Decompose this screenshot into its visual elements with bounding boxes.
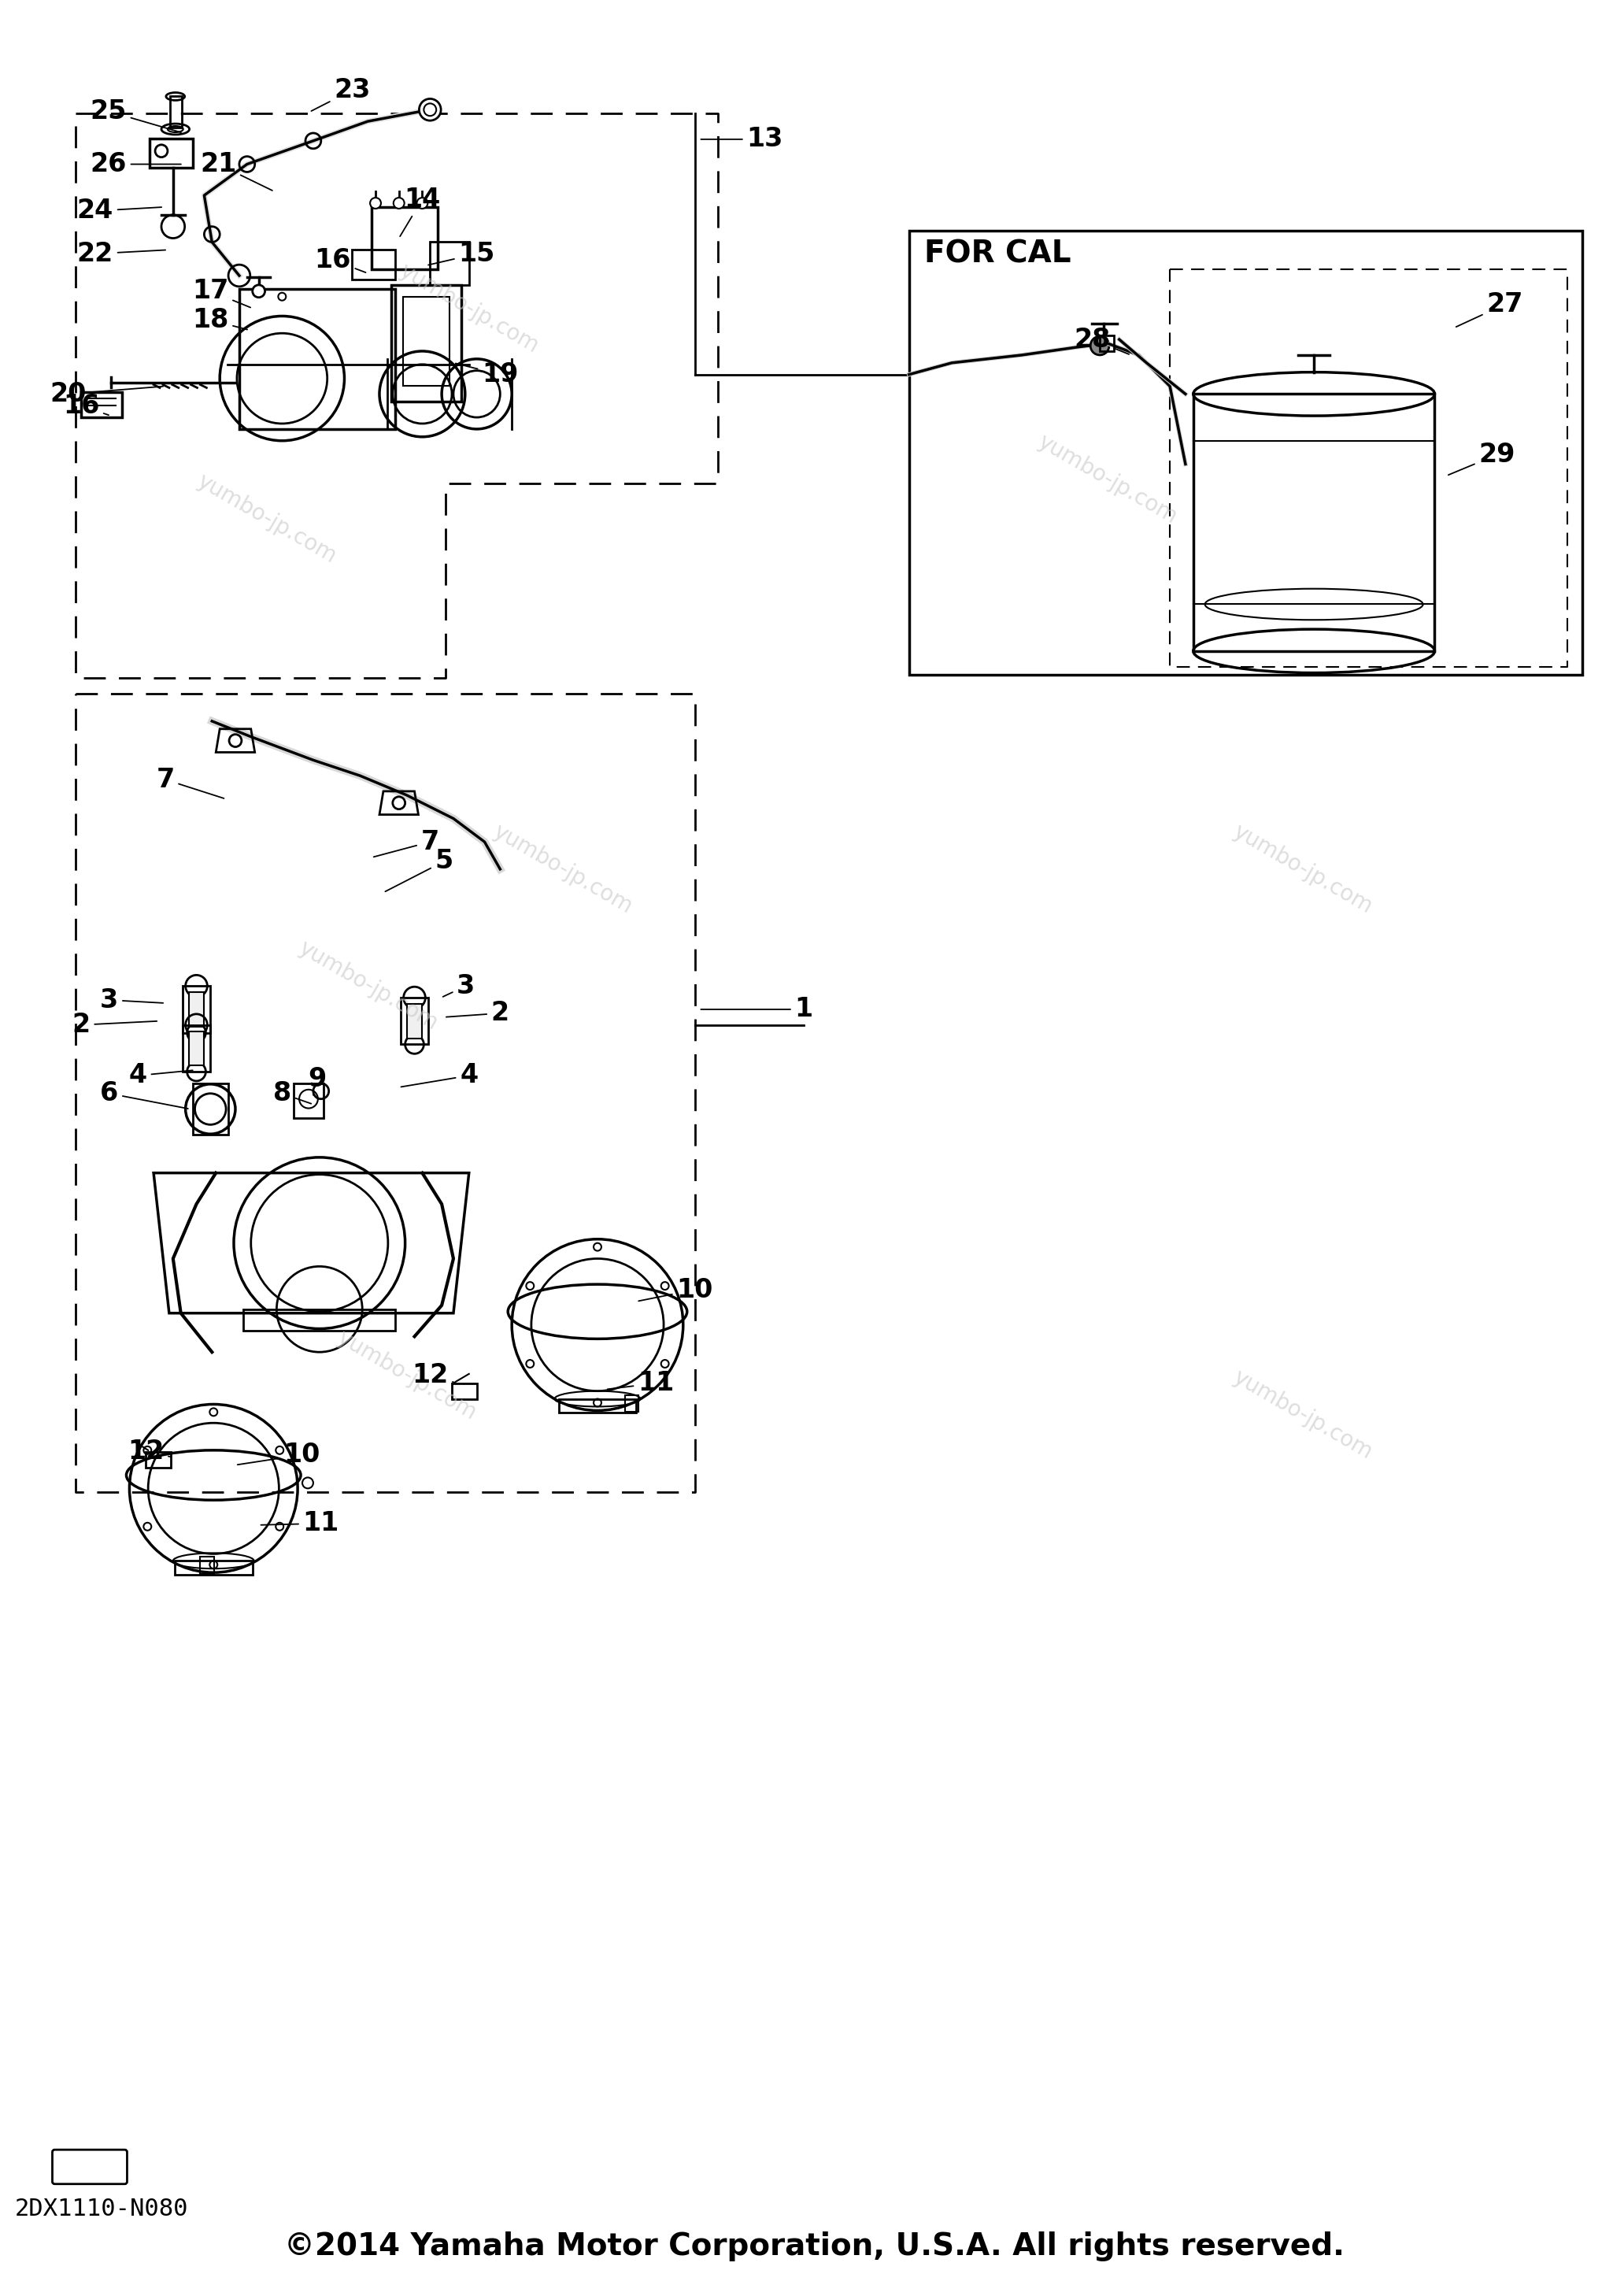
Bar <box>400 999 429 1045</box>
Text: 23: 23 <box>311 78 371 110</box>
FancyBboxPatch shape <box>52 2149 127 2183</box>
Text: FWD: FWD <box>61 2156 118 2179</box>
Bar <box>624 1396 639 1412</box>
Circle shape <box>416 197 427 209</box>
Text: yumbo-jp.com: yumbo-jp.com <box>294 937 442 1035</box>
Bar <box>558 1398 637 1412</box>
Bar <box>910 230 1582 675</box>
Text: FOR CAL: FOR CAL <box>924 239 1071 269</box>
Bar <box>431 241 469 285</box>
Text: 21: 21 <box>200 152 273 191</box>
Text: 11: 11 <box>261 1511 339 1536</box>
Text: 26: 26 <box>90 152 181 177</box>
Circle shape <box>392 797 405 808</box>
Text: 3: 3 <box>100 987 163 1013</box>
Text: 6: 6 <box>100 1081 189 1109</box>
Text: 14: 14 <box>400 186 440 236</box>
Text: 9: 9 <box>308 1065 326 1095</box>
Bar <box>192 1084 229 1134</box>
Text: 24: 24 <box>77 197 161 225</box>
Text: yumbo-jp.com: yumbo-jp.com <box>1229 1366 1376 1463</box>
Bar <box>352 250 395 280</box>
Text: 28: 28 <box>1074 326 1129 354</box>
Bar <box>182 1024 210 1072</box>
Text: 20: 20 <box>50 381 163 406</box>
Bar <box>452 1382 477 1398</box>
Text: 2: 2 <box>447 1001 510 1026</box>
Bar <box>371 207 437 269</box>
Text: 17: 17 <box>192 278 250 308</box>
Text: yumbo-jp.com: yumbo-jp.com <box>1229 820 1376 918</box>
Text: 2DX1110-N080: 2DX1110-N080 <box>15 2197 189 2220</box>
Bar <box>189 1031 205 1065</box>
Circle shape <box>369 197 381 209</box>
Bar <box>81 393 121 418</box>
Text: 4: 4 <box>402 1063 477 1088</box>
Bar <box>294 1084 323 1118</box>
Bar <box>174 1561 253 1575</box>
Text: 25: 25 <box>90 99 181 133</box>
Circle shape <box>229 735 242 746</box>
Text: 22: 22 <box>77 241 166 266</box>
Text: 3: 3 <box>444 974 474 999</box>
Bar <box>1194 395 1434 652</box>
Text: 4: 4 <box>129 1063 192 1088</box>
Text: 29: 29 <box>1448 441 1515 475</box>
Circle shape <box>1090 335 1110 356</box>
Circle shape <box>253 285 265 298</box>
Text: yumbo-jp.com: yumbo-jp.com <box>1034 432 1181 528</box>
Text: 7: 7 <box>156 767 224 799</box>
Text: 8: 8 <box>273 1081 311 1107</box>
Bar <box>244 1309 395 1332</box>
Text: 18: 18 <box>192 308 247 333</box>
Text: yumbo-jp.com: yumbo-jp.com <box>489 820 636 918</box>
Text: 13: 13 <box>702 126 784 152</box>
Bar <box>403 296 450 386</box>
Bar <box>189 992 205 1026</box>
Text: 5: 5 <box>386 847 453 891</box>
Text: 19: 19 <box>455 360 518 388</box>
Text: 10: 10 <box>237 1442 319 1467</box>
Text: yumbo-jp.com: yumbo-jp.com <box>334 1327 481 1424</box>
Text: 12: 12 <box>411 1362 455 1389</box>
Bar <box>200 1557 215 1575</box>
Text: 16: 16 <box>315 248 366 273</box>
Text: 1: 1 <box>702 996 813 1022</box>
Text: 27: 27 <box>1457 292 1523 326</box>
Bar <box>145 1451 171 1467</box>
Text: 12: 12 <box>127 1440 171 1465</box>
Text: ©2014 Yamaha Motor Corporation, U.S.A. All rights reserved.: ©2014 Yamaha Motor Corporation, U.S.A. A… <box>284 2232 1345 2262</box>
Bar <box>169 96 182 129</box>
Text: 10: 10 <box>639 1277 713 1302</box>
Text: 2: 2 <box>73 1013 156 1038</box>
Bar <box>390 285 461 402</box>
Text: 7: 7 <box>374 829 439 856</box>
Text: 15: 15 <box>429 241 495 266</box>
Text: 11: 11 <box>608 1371 674 1396</box>
Circle shape <box>302 1479 313 1488</box>
Bar <box>182 985 210 1033</box>
Bar <box>1100 335 1115 351</box>
Circle shape <box>419 99 440 122</box>
Circle shape <box>394 197 405 209</box>
Text: yumbo-jp.com: yumbo-jp.com <box>395 259 542 358</box>
Bar <box>406 1003 423 1038</box>
Bar <box>239 289 395 429</box>
Bar <box>150 138 192 168</box>
Text: 16: 16 <box>63 393 108 418</box>
Text: yumbo-jp.com: yumbo-jp.com <box>194 471 340 567</box>
